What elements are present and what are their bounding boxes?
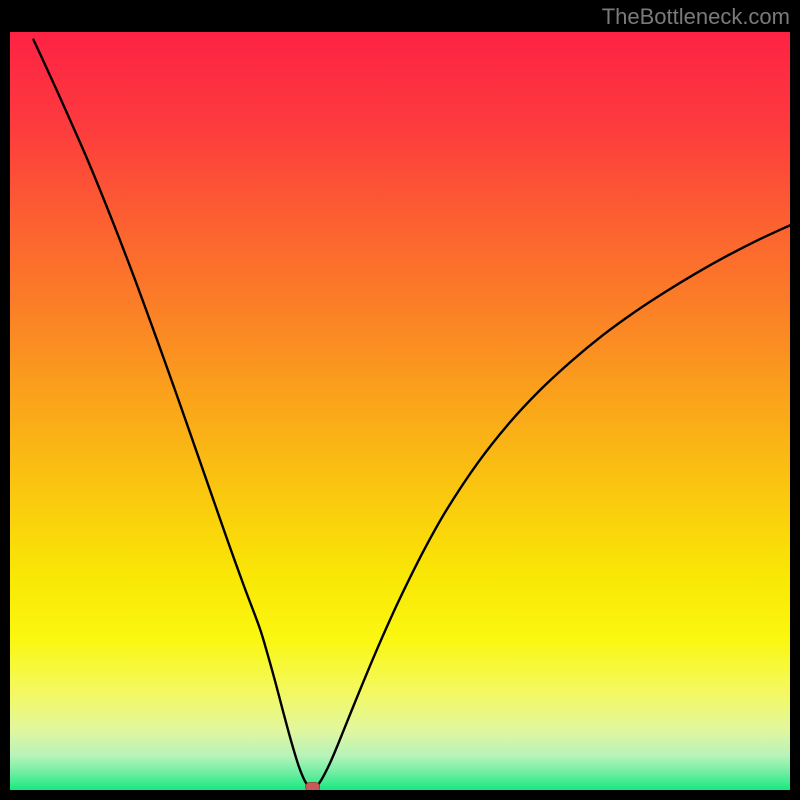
bottleneck-chart [0, 0, 800, 800]
chart-border-right [790, 0, 800, 800]
gradient-background [10, 32, 790, 790]
watermark-text: TheBottleneck.com [602, 4, 790, 30]
chart-container: TheBottleneck.com [0, 0, 800, 800]
chart-border-left [0, 0, 10, 800]
chart-border-bottom [0, 790, 800, 800]
bottleneck-curve [33, 40, 790, 790]
